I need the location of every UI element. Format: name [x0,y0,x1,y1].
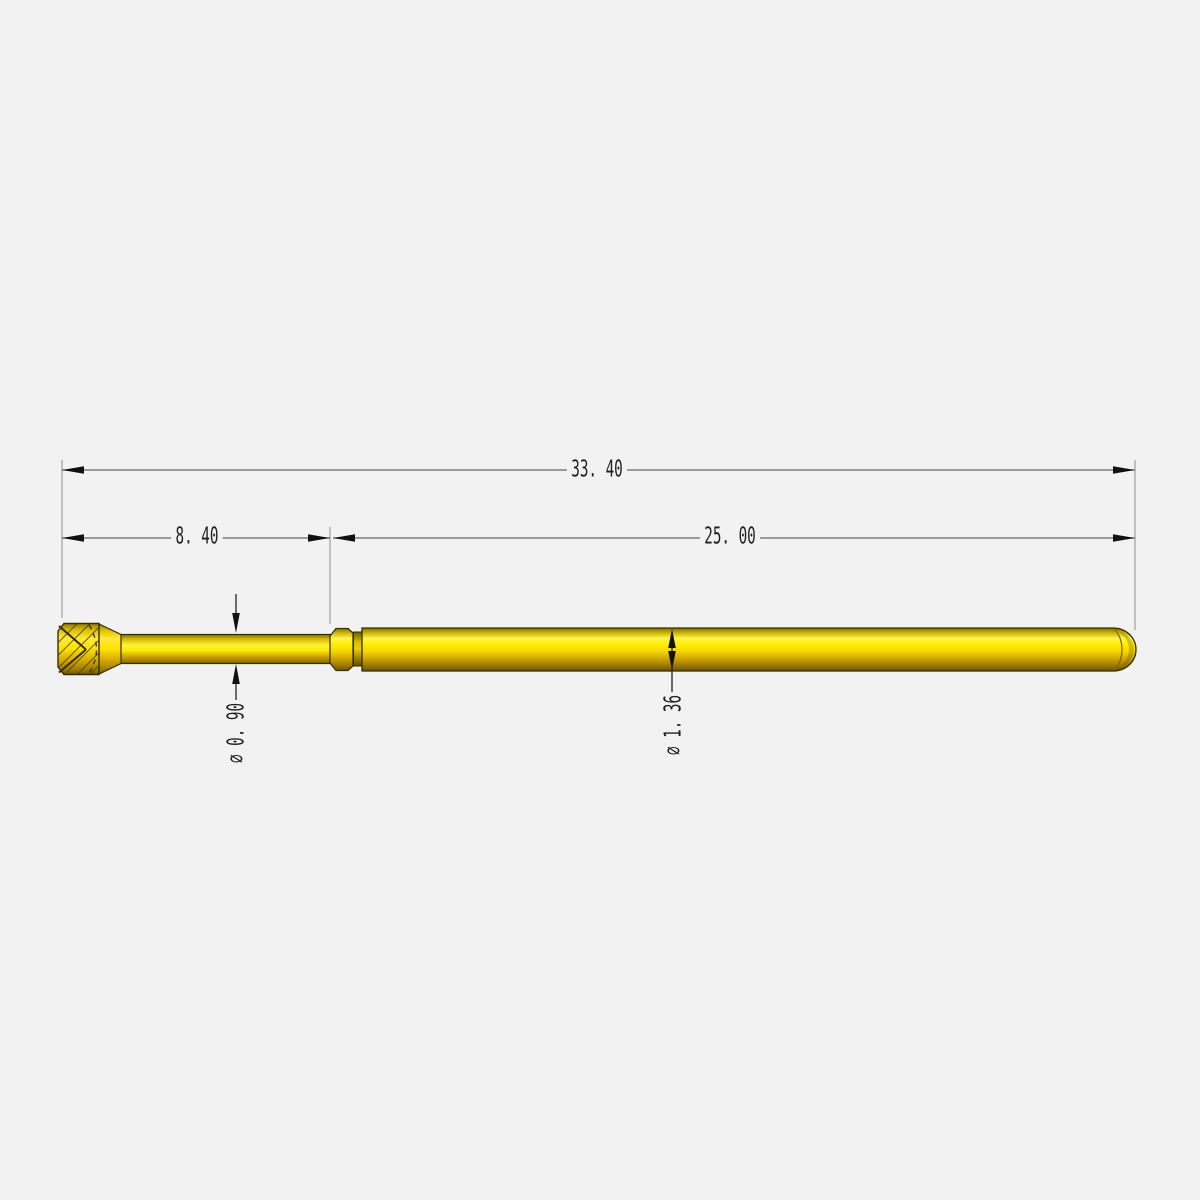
probe-barrel [361,627,1137,672]
barrel-dia-arrow-up [668,629,676,648]
tip-dia-arrow-up [232,664,240,684]
tip-taper [97,622,122,676]
dimension-text-barrel-length: 25. 00 [699,523,761,551]
dimension-text-tip-diameter: ∅ 0. 90 [223,702,250,764]
plunger-shaft [119,633,333,665]
collar-groove [353,631,363,667]
probe-head-hatch [58,623,99,675]
arrowhead-overall-right [1113,466,1135,474]
chisel-point-lines [58,625,87,674]
arrowhead-tip-left [62,534,84,542]
arrowhead-barrel-right [1113,534,1135,542]
dome-seam [1113,628,1123,671]
dome-shading [1119,631,1134,668]
dimension-text-barrel-diameter: ∅ 1. 36 [660,694,687,756]
arrowhead-tip-right [308,534,330,542]
barrel-dia-arrow-down [668,651,676,670]
dimension-text-overall-length: 33. 40 [566,456,628,484]
barrel-collar [329,627,354,672]
arrowhead-barrel-left [333,534,355,542]
tip-dia-arrow-down [232,613,240,633]
dimension-text-tip-length: 8. 40 [171,523,223,551]
probe-body [57,622,1137,676]
arrowhead-overall-left [62,466,84,474]
head-face-arc [88,624,98,674]
